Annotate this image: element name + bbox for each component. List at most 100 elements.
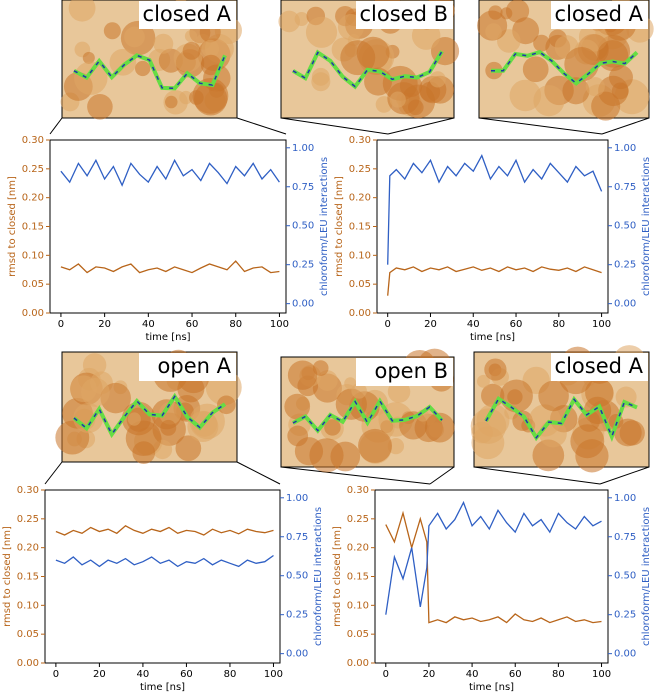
sphere (127, 412, 141, 426)
snapshot-image: closed B (278, 0, 460, 119)
x-tick-label: 0 (53, 669, 59, 680)
y-tick-label: 0.30 (347, 485, 369, 496)
connector (599, 466, 650, 485)
y2-tick-label: 0.75 (614, 532, 636, 543)
y2-axis-label: chloroform/LEU interactions (313, 507, 324, 646)
y-tick-label: 0.05 (22, 279, 44, 290)
sphere (182, 41, 201, 60)
sphere (109, 48, 137, 76)
connector (429, 466, 455, 485)
y-tick-label: 0.10 (17, 600, 39, 611)
sphere (387, 437, 405, 455)
sphere (597, 40, 629, 72)
snapshot-image: open A (55, 349, 242, 464)
data-line (385, 510, 602, 624)
sphere (294, 437, 324, 466)
y-tick-label: 0.15 (347, 572, 369, 583)
y2-tick-label: 0.00 (292, 299, 314, 310)
sphere (312, 360, 329, 376)
sphere (82, 51, 95, 64)
data-line (60, 260, 280, 274)
sphere (611, 82, 629, 100)
data-line (387, 154, 603, 265)
sphere (153, 33, 174, 54)
connector (44, 461, 63, 485)
x-tick-label: 20 (98, 319, 111, 330)
sphere (74, 61, 108, 95)
sphere (87, 94, 113, 120)
sphere (615, 386, 637, 408)
sphere (184, 29, 198, 43)
y2-tick-label: 1.00 (614, 493, 636, 504)
label-bg (551, 353, 648, 381)
y2-tick-label: 0.75 (614, 182, 636, 193)
x-tick-label: 100 (592, 319, 611, 330)
y-tick-label: 0.05 (347, 629, 369, 640)
y-tick-label: 0.20 (347, 543, 369, 554)
sphere (351, 383, 367, 399)
y2-axis-label: chloroform/LEU interactions (641, 157, 652, 296)
y-axis-label: rmsd to closed [nm] (7, 176, 18, 277)
sphere (132, 441, 156, 464)
peptide-core (292, 50, 443, 88)
x-tick-label: 60 (186, 319, 199, 330)
sphere (505, 0, 530, 23)
data-line (60, 158, 280, 187)
sphere (583, 396, 612, 425)
connector (478, 117, 603, 135)
sphere (387, 380, 411, 403)
x-tick-label: 80 (552, 319, 565, 330)
sphere (135, 60, 151, 77)
sphere (476, 374, 490, 388)
y-tick-label: 0.30 (17, 485, 39, 496)
sphere (585, 77, 605, 97)
y-tick-label: 0.15 (17, 572, 39, 583)
connector (473, 466, 601, 485)
connector (280, 117, 389, 135)
y-tick-label: 0.00 (17, 658, 39, 669)
y2-tick-label: 0.50 (286, 571, 308, 582)
sphere (429, 71, 446, 88)
sphere (311, 67, 330, 86)
y2-tick-label: 0.00 (286, 649, 308, 660)
snapshot-label: closed A (555, 354, 644, 378)
peptide-core (73, 54, 226, 90)
sphere (278, 10, 300, 33)
connector (601, 117, 650, 135)
sphere (165, 95, 178, 109)
connector (236, 461, 281, 485)
x-tick-label: 100 (270, 319, 289, 330)
snapshot-image: closed A (477, 0, 654, 121)
y2-tick-label: 0.00 (614, 299, 636, 310)
snapshot-label: open B (375, 359, 449, 383)
x-tick-label: 60 (510, 319, 523, 330)
label-bg (356, 358, 453, 386)
y2-tick-label: 0.50 (614, 221, 636, 232)
snapshot-image: open B (280, 348, 455, 473)
sphere (570, 424, 605, 459)
y-tick-label: 0.15 (22, 222, 44, 233)
snapshot-label: closed A (143, 2, 232, 26)
y-tick-label: 0.10 (349, 250, 371, 261)
sphere (389, 91, 406, 108)
sphere (305, 16, 338, 48)
x-axis-label: time [ns] (145, 332, 190, 343)
sphere (124, 26, 145, 48)
y-tick-label: 0.25 (349, 164, 371, 175)
y-tick-label: 0.25 (22, 164, 44, 175)
y-tick-label: 0.05 (17, 629, 39, 640)
sphere (287, 360, 318, 390)
sphere (358, 428, 392, 463)
connector (280, 466, 431, 485)
sphere (201, 39, 220, 58)
x-tick-label: 60 (180, 669, 193, 680)
x-tick-label: 40 (137, 669, 150, 680)
label-bg (139, 353, 236, 381)
plot-frame (374, 489, 609, 664)
sphere (538, 380, 569, 412)
y-axis-label: rmsd to closed [nm] (334, 176, 345, 277)
peptide-core (73, 395, 226, 436)
sphere (192, 77, 229, 114)
sphere (200, 54, 222, 76)
